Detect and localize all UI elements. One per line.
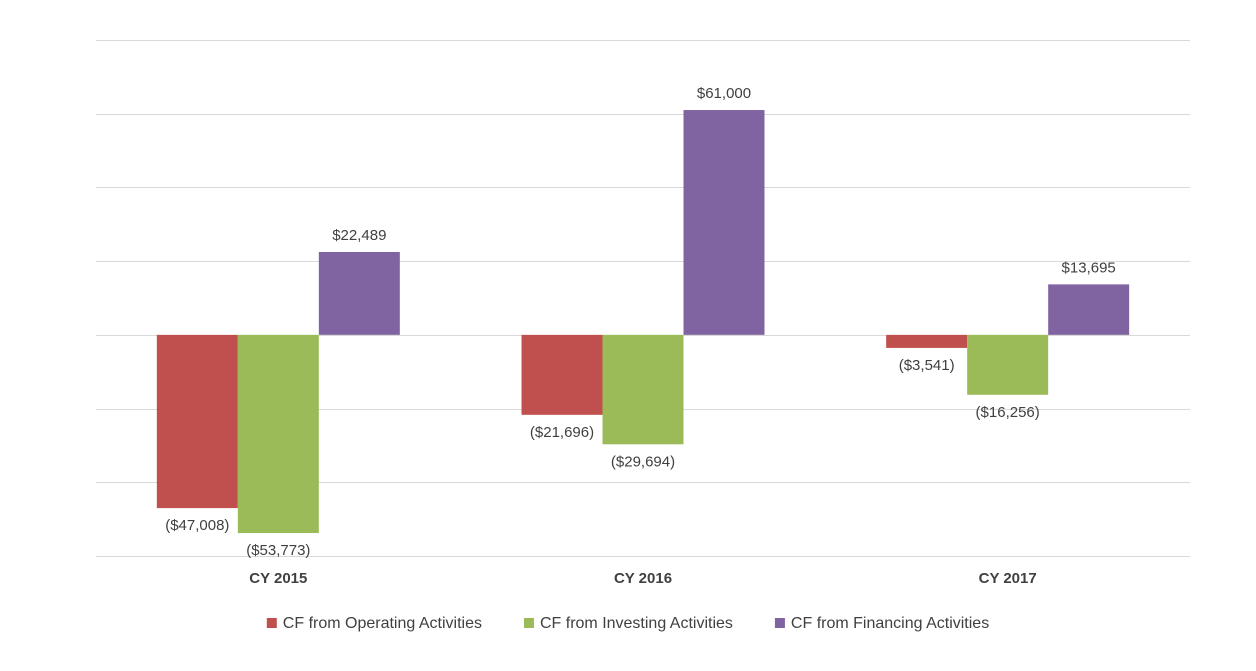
data-label: $61,000 [697,85,751,102]
data-labels: ($47,008) ($53,773) $22,489 ($21,696) ($29,6… [165,85,1116,559]
legend-label: CF from Operating Activities [283,615,482,632]
bar-3-cy-2016 [683,110,765,335]
data-label: ($53,773) [246,542,310,559]
legend-swatch [266,618,277,628]
bar-3-cy-2017 [1048,284,1130,335]
category-label: CY 2016 [614,570,672,587]
legend: CF from Operating Activities CF from Inve… [266,615,989,632]
category-label: CY 2017 [979,570,1037,587]
category-label: CY 2015 [249,570,307,587]
data-label: ($3,541) [899,357,955,374]
bar-2-cy-2017 [967,334,1049,395]
legend-label: CF from Investing Activities [540,615,733,632]
data-label: ($29,694) [611,453,675,470]
data-label: ($47,008) [165,517,229,534]
bar-2-cy-2016 [602,334,684,445]
bar-1-cy-2015 [156,334,238,509]
data-label: $22,489 [332,227,386,244]
data-label: ($21,696) [530,424,594,441]
legend-swatch [523,618,534,628]
legend-item: CF from Operating Activities [266,615,482,632]
legend-item: CF from Investing Activities [523,615,733,632]
bar-2-cy-2015 [237,334,319,534]
data-label: ($16,256) [976,404,1040,421]
legend-item: CF from Financing Activities [774,615,989,632]
bar-1-cy-2016 [521,334,603,415]
legend-swatch [774,618,785,628]
data-label: $13,695 [1062,259,1116,276]
legend-label: CF from Financing Activities [791,615,989,632]
bar-1-cy-2017 [886,334,968,348]
category-axis-labels: CY 2015 CY 2016 CY 2017 [249,570,1036,587]
bar-3-cy-2015 [318,251,400,335]
bars [156,110,1130,534]
